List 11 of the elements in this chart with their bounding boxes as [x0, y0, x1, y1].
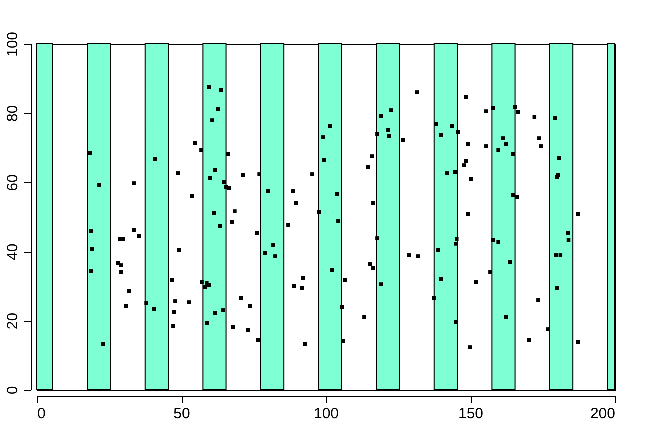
- x-tick-label: 200: [590, 406, 616, 422]
- x-tick-label: 50: [174, 406, 190, 422]
- y-tick-label: 60: [4, 174, 22, 192]
- x-tick-label: 100: [314, 406, 340, 422]
- x-tick-label: 150: [458, 406, 484, 422]
- x-tick-label: 0: [38, 406, 46, 422]
- y-tick-label: 80: [4, 105, 22, 122]
- y-tick-label: 100: [4, 32, 22, 58]
- y-tick-label: 0: [4, 386, 22, 395]
- y-tick-label: 40: [4, 244, 22, 260]
- y-tick-label: 20: [4, 312, 22, 330]
